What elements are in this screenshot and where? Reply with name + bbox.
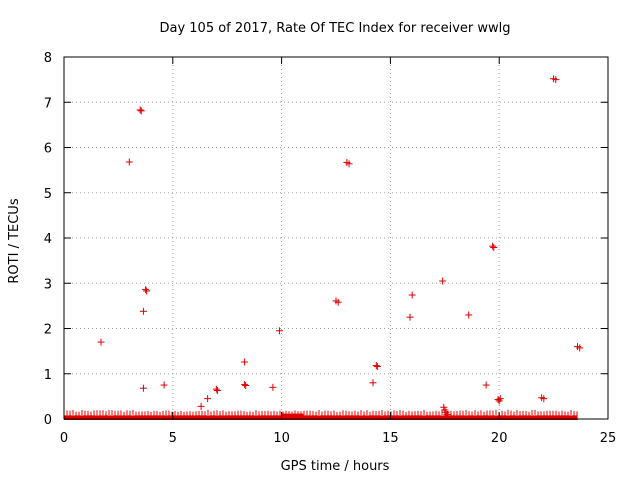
- y-tick-label: 0: [44, 413, 52, 428]
- data-point: [490, 244, 498, 252]
- y-tick-label: 4: [44, 232, 52, 247]
- data-point: [540, 395, 548, 403]
- data-point: [241, 358, 249, 366]
- data-point: [137, 107, 145, 115]
- data-point: [552, 76, 560, 84]
- y-axis-label: ROTI / TECUs: [7, 198, 22, 283]
- y-tick-label: 5: [44, 187, 52, 202]
- data-point: [372, 362, 380, 370]
- data-point: [495, 397, 503, 405]
- data-point: [489, 242, 497, 250]
- data-point: [334, 298, 342, 306]
- data-point: [408, 291, 416, 299]
- data-point: [275, 327, 283, 335]
- baseline-points: [63, 409, 578, 420]
- data-point: [443, 410, 451, 418]
- y-tick-label: 7: [44, 96, 52, 111]
- data-point: [345, 160, 353, 168]
- axis-ticks: 0 5 10 15 20 25 0 1 2 3 4 5 6 7 8: [44, 51, 617, 446]
- data-point: [465, 311, 473, 319]
- x-tick-label: 20: [491, 431, 508, 446]
- data-point: [204, 395, 212, 403]
- x-tick-label: 25: [600, 431, 617, 446]
- y-tick-label: 3: [44, 277, 52, 292]
- data-points: [97, 75, 584, 418]
- data-point: [482, 381, 490, 389]
- data-point: [242, 382, 250, 390]
- data-point: [139, 384, 147, 392]
- chart-title: Day 105 of 2017, Rate Of TEC Index for r…: [159, 21, 510, 36]
- y-tick-label: 6: [44, 142, 52, 157]
- data-point: [369, 379, 377, 387]
- data-point: [97, 338, 105, 346]
- x-tick-label: 10: [273, 431, 290, 446]
- grid: [64, 57, 608, 419]
- x-tick-label: 0: [60, 431, 68, 446]
- data-point: [125, 158, 133, 166]
- data-point: [212, 385, 220, 393]
- x-axis-label: GPS time / hours: [281, 459, 390, 474]
- data-point: [139, 307, 147, 315]
- data-point: [241, 381, 249, 389]
- data-point: [143, 287, 151, 295]
- data-point: [213, 386, 221, 394]
- data-point: [142, 286, 150, 294]
- data-point: [406, 313, 414, 321]
- data-point: [373, 363, 381, 371]
- x-tick-label: 15: [382, 431, 399, 446]
- x-tick-label: 5: [169, 431, 177, 446]
- data-point: [439, 277, 447, 285]
- y-tick-label: 8: [44, 51, 52, 66]
- y-tick-label: 2: [44, 323, 52, 338]
- data-point: [160, 381, 168, 389]
- data-point: [136, 106, 144, 114]
- y-tick-label: 1: [44, 368, 52, 383]
- data-point: [576, 344, 584, 352]
- baseline-band: [64, 415, 578, 420]
- data-point: [269, 383, 277, 391]
- data-point: [197, 402, 205, 410]
